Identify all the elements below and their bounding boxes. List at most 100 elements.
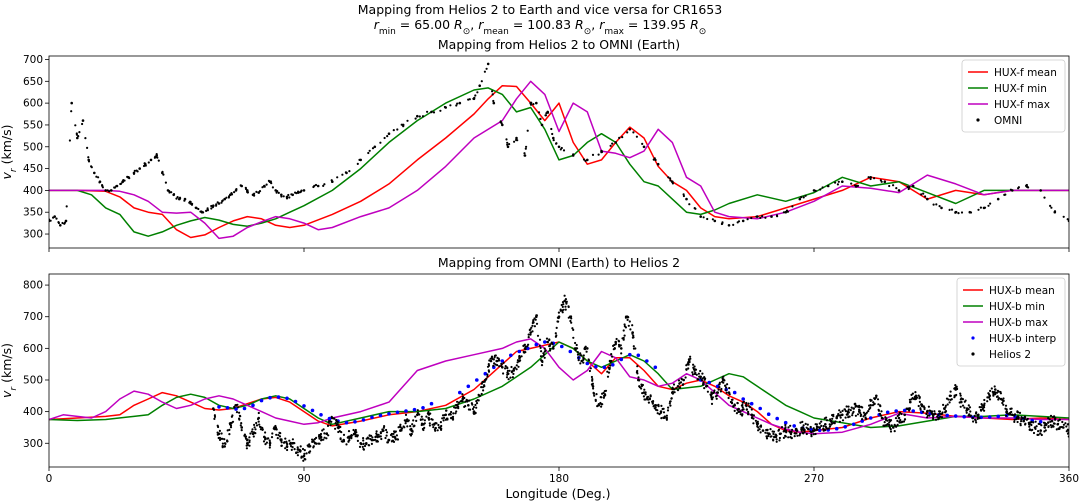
scatter-point	[63, 222, 66, 225]
scatter-point	[248, 441, 251, 444]
scatter-point	[983, 398, 986, 402]
scatter-point	[59, 224, 62, 227]
scatter-point	[411, 430, 414, 433]
scatter-point	[632, 334, 635, 337]
scatter-point	[675, 387, 678, 390]
scatter-point	[285, 396, 289, 401]
scatter-point	[785, 209, 789, 212]
scatter-point	[1002, 399, 1005, 402]
scatter-point	[188, 201, 191, 204]
scatter-point	[378, 435, 381, 438]
scatter-point	[86, 146, 89, 149]
scatter-point	[994, 391, 997, 394]
scatter-point	[662, 411, 666, 414]
scatter-point	[1039, 429, 1042, 432]
scatter-point	[1017, 187, 1020, 190]
scatter-point	[504, 367, 507, 370]
scatter-point	[304, 458, 307, 461]
scatter-point	[557, 311, 561, 314]
scatter-point	[584, 345, 587, 348]
scatter-point	[963, 406, 966, 409]
scatter-point	[217, 405, 221, 409]
scatter-point	[90, 165, 93, 168]
scatter-point	[978, 417, 981, 420]
scatter-point	[98, 181, 101, 184]
scatter-point	[426, 110, 429, 113]
scatter-point	[271, 432, 274, 435]
scatter-point	[326, 424, 330, 427]
scatter-point	[1055, 428, 1058, 431]
scatter-point	[456, 403, 459, 406]
scatter-point	[910, 393, 913, 396]
scatter-point	[772, 432, 775, 435]
scatter-point	[713, 389, 716, 392]
subtitle-part: ⊙	[463, 27, 471, 37]
scatter-point	[229, 424, 233, 427]
scatter-point	[223, 197, 226, 201]
scatter-point	[860, 413, 863, 416]
scatter-point	[756, 420, 759, 423]
scatter-point	[576, 351, 579, 354]
scatter-point	[679, 381, 683, 384]
scatter-point	[391, 439, 394, 442]
scatter-point	[288, 439, 291, 442]
scatter-point	[1042, 421, 1046, 424]
scatter-point	[860, 419, 864, 423]
scatter-point	[538, 344, 541, 347]
scatter-point	[515, 136, 518, 140]
scatter-point	[812, 427, 815, 430]
scatter-point	[723, 379, 726, 382]
scatter-point	[741, 406, 744, 409]
scatter-point	[851, 414, 854, 417]
scatter-point	[740, 404, 744, 407]
scatter-point	[888, 184, 891, 188]
scatter-point	[296, 451, 299, 454]
scatter-point	[371, 147, 375, 150]
scatter-point	[735, 412, 739, 415]
scatter-point	[392, 432, 395, 435]
scatter-point	[1060, 425, 1063, 429]
scatter-point	[1035, 425, 1038, 428]
scatter-point	[334, 427, 337, 430]
scatter-point	[414, 117, 417, 120]
scatter-point	[1018, 411, 1022, 414]
scatter-point	[454, 406, 458, 409]
scatter-point	[379, 432, 382, 435]
scatter-point	[648, 397, 651, 400]
scatter-point	[529, 103, 533, 106]
scatter-point	[496, 364, 499, 367]
scatter-point	[603, 390, 606, 393]
scatter-point	[724, 389, 727, 392]
scatter-point	[81, 122, 84, 126]
scatter-point	[1057, 422, 1060, 425]
scatter-point	[757, 429, 760, 432]
scatter-point	[538, 338, 542, 341]
scatter-point	[1038, 420, 1043, 424]
scatter-point	[57, 221, 60, 224]
scatter-point	[940, 416, 944, 419]
scatter-point	[168, 190, 171, 193]
scatter-point	[764, 216, 767, 219]
scatter-point	[121, 181, 124, 184]
scatter-point	[422, 428, 425, 432]
scatter-point	[280, 193, 283, 197]
scatter-point	[622, 338, 625, 341]
scatter-point	[1019, 424, 1022, 427]
scatter-point	[1062, 423, 1065, 426]
scatter-point	[741, 414, 744, 417]
scatter-point	[965, 411, 968, 414]
scatter-point	[519, 359, 522, 362]
scatter-point	[341, 173, 344, 176]
scatter-point	[528, 328, 531, 332]
scatter-point	[319, 413, 323, 417]
scatter-point	[382, 426, 385, 429]
legend-swatch	[971, 352, 975, 356]
scatter-point	[575, 343, 578, 347]
scatter-point	[223, 438, 226, 441]
scatter-point	[548, 344, 552, 347]
scatter-point	[789, 433, 793, 436]
scatter-point	[216, 433, 219, 436]
scatter-point	[994, 388, 997, 391]
scatter-point	[623, 334, 626, 337]
scatter-point	[602, 365, 607, 370]
